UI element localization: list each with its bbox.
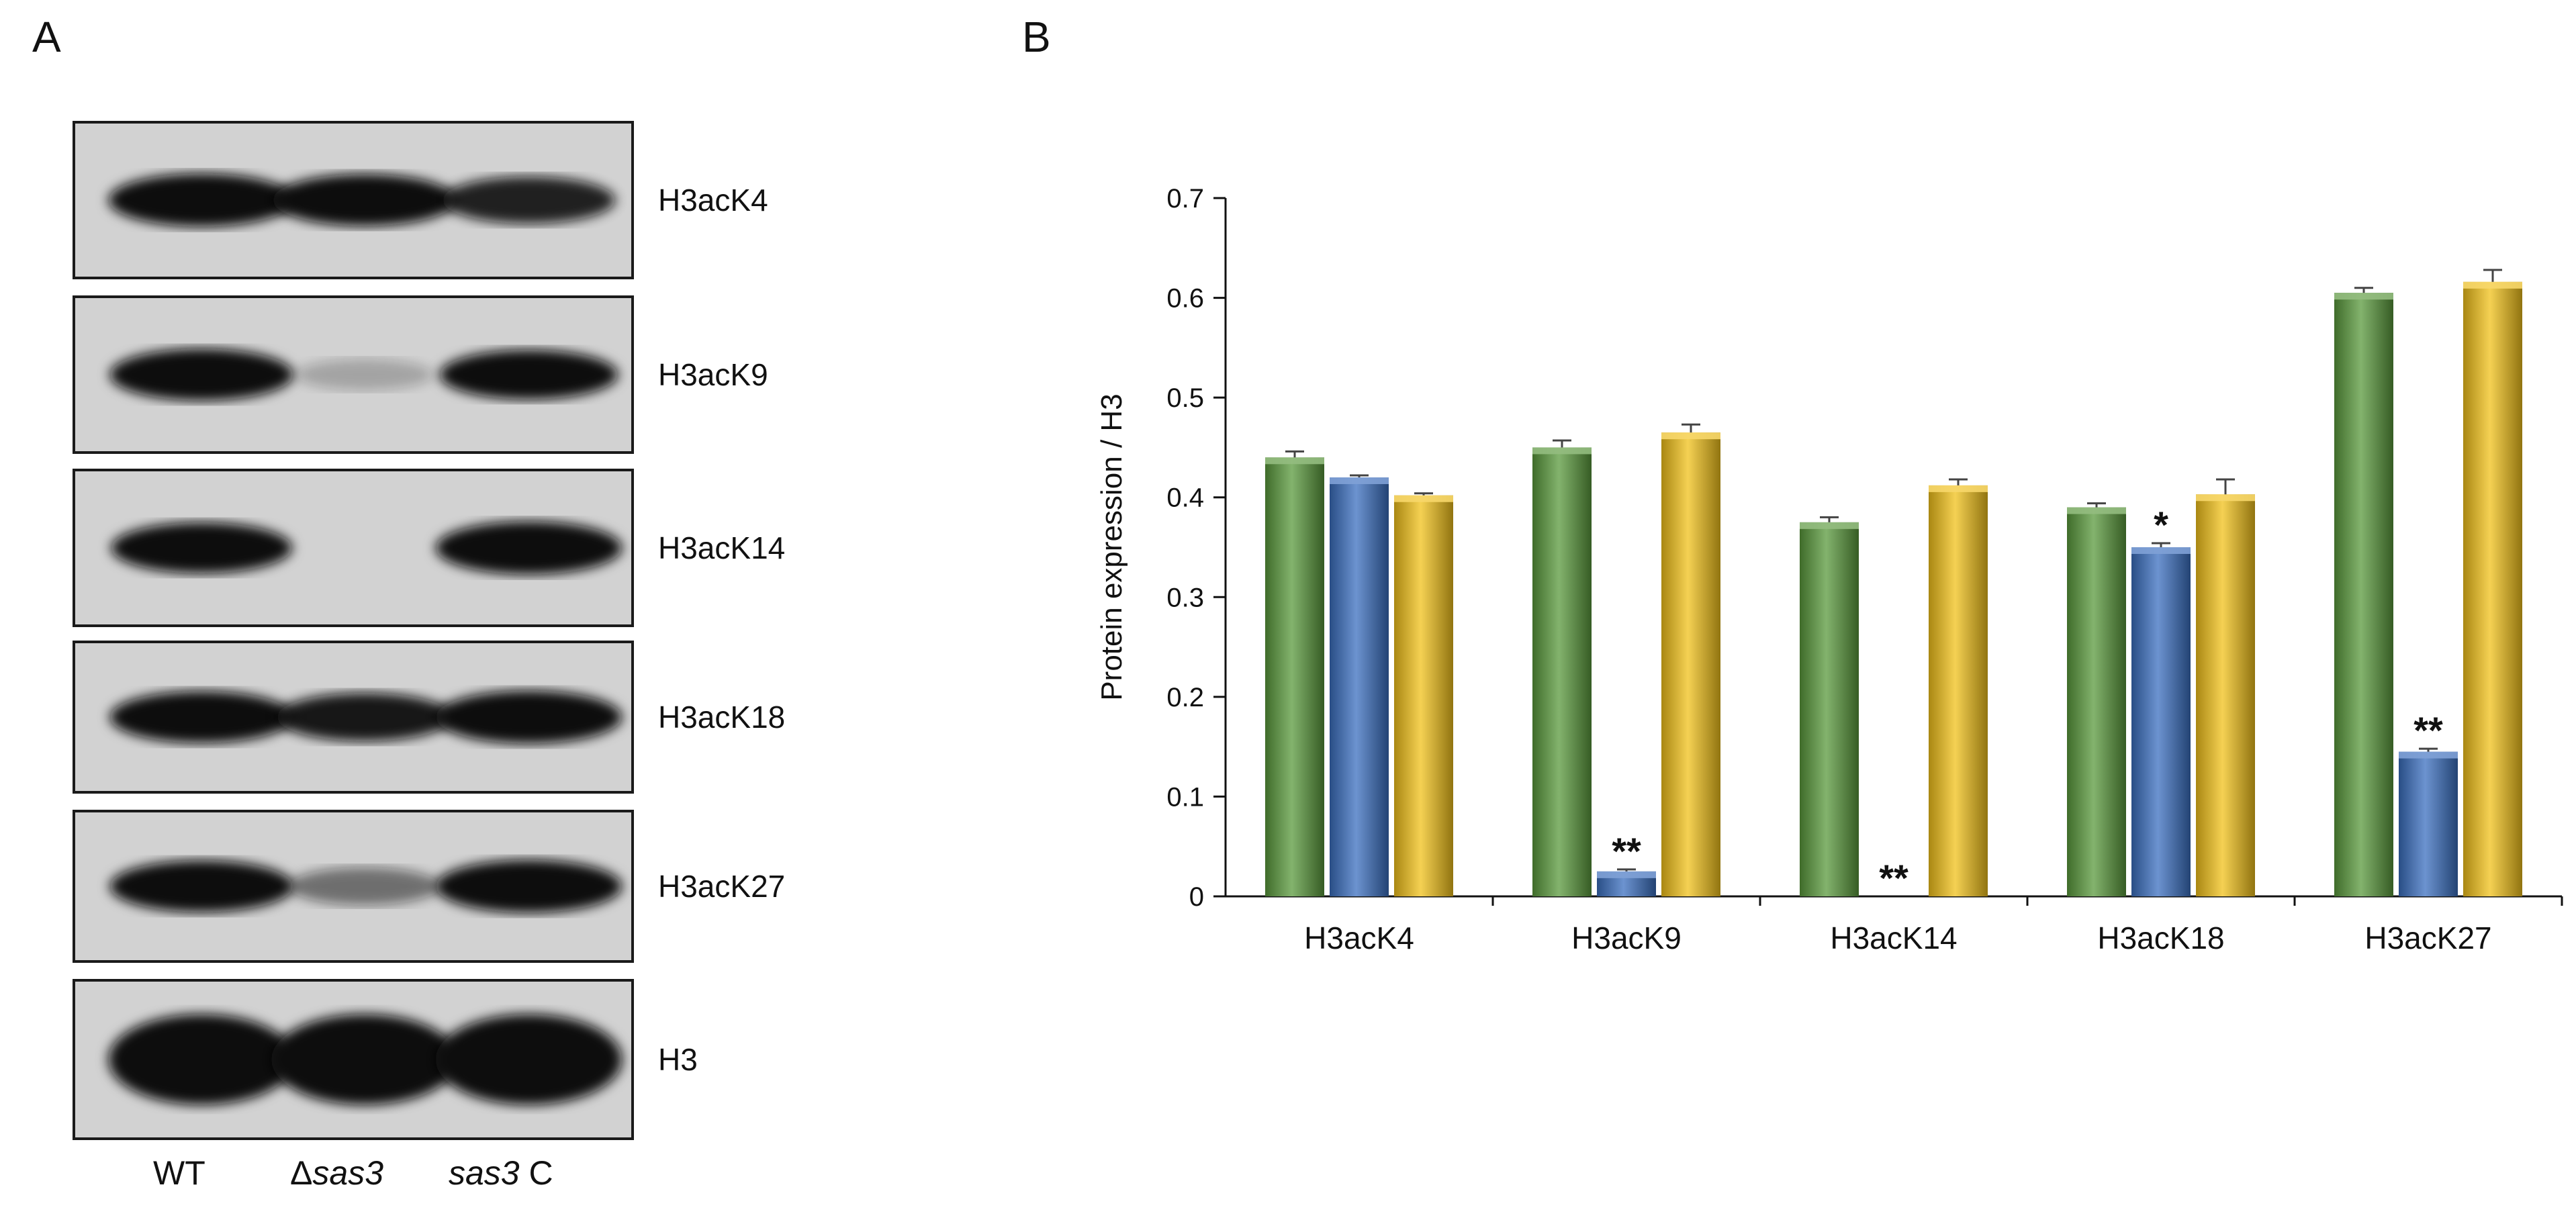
- bar-cap: [2334, 293, 2393, 300]
- bar: [1330, 477, 1389, 896]
- blot-row-h3ack18: [73, 641, 634, 794]
- bar: [1532, 447, 1592, 896]
- x-tick-label: H3acK14: [1830, 921, 1957, 955]
- blot-label: H3acK4: [658, 183, 768, 218]
- blot-band: [108, 173, 295, 227]
- blot-label: H3: [658, 1042, 698, 1077]
- bar-cap: [2399, 751, 2458, 759]
- blot-band: [109, 860, 293, 912]
- bar-cap: [2067, 507, 2126, 514]
- y-tick-label: 0.3: [1166, 583, 1204, 612]
- blot-label: H3acK18: [658, 700, 786, 735]
- bar-cap: [1661, 432, 1720, 440]
- bar: [2399, 751, 2458, 896]
- y-tick-label: 0.7: [1166, 184, 1204, 214]
- panel-b-letter: B: [1022, 13, 1051, 61]
- blot-row-h3ack14: [73, 469, 634, 627]
- x-tick-label: H3acK27: [2364, 921, 2491, 955]
- blot-row-h3ack4: [73, 121, 634, 279]
- panel-a-letter: A: [32, 13, 61, 61]
- bar: [1800, 522, 1859, 896]
- bar-chart: 0 0.1 0.2 0.3 0.4 0.5 0.6 0.7 Protein expression…: [1095, 184, 2563, 955]
- bar: [2131, 547, 2191, 896]
- blot-band: [435, 690, 623, 744]
- y-tick-label: 0.1: [1166, 782, 1204, 812]
- blot-band: [277, 692, 453, 742]
- bar: [1394, 495, 1453, 896]
- x-tick-label: H3acK18: [2097, 921, 2224, 955]
- bar-cap: [1394, 495, 1453, 502]
- blot-label: H3acK9: [658, 357, 768, 392]
- y-tick-label: 0.2: [1166, 683, 1204, 712]
- y-axis-title: Protein expression / H3: [1095, 393, 1128, 700]
- significance-marker: **: [1612, 830, 1641, 872]
- blot-band: [439, 350, 618, 399]
- blot-band: [273, 174, 457, 226]
- bar-cap: [1800, 522, 1859, 529]
- y-tick-label: 0.6: [1166, 284, 1204, 314]
- y-tick-label: 0.5: [1166, 383, 1204, 413]
- blot-row-h3ack27: [73, 810, 634, 963]
- significance-marker: **: [2413, 709, 2443, 751]
- blot-band: [288, 867, 441, 905]
- x-tick-label: H3acK4: [1304, 921, 1414, 955]
- bar-cap: [2463, 281, 2522, 289]
- bar-cap: [1929, 485, 1988, 492]
- significance-marker: *: [2154, 504, 2168, 546]
- significance-marker: **: [1879, 857, 1908, 899]
- blot-band: [295, 359, 434, 391]
- bar: [2463, 281, 2522, 896]
- blot-band: [109, 691, 293, 743]
- blot-band: [435, 521, 623, 575]
- blot-band: [442, 176, 616, 224]
- blot-row-h3ack9: [73, 295, 634, 454]
- lane-label: sas3 C: [449, 1154, 553, 1192]
- blot-band: [435, 1014, 623, 1105]
- blot-band: [108, 1014, 295, 1105]
- blot-row-h3: [73, 979, 634, 1140]
- y-tick-label: 0: [1189, 882, 1204, 912]
- bar-cap: [2131, 547, 2191, 554]
- blot-band: [271, 1014, 458, 1105]
- bar-cap: [2196, 494, 2255, 502]
- blot-band: [435, 859, 623, 913]
- bar: [2334, 293, 2393, 897]
- blot-label: H3acK27: [658, 869, 786, 904]
- x-tick-label: H3acK9: [1571, 921, 1682, 955]
- bar-cap: [1597, 871, 1656, 878]
- blot-band: [111, 522, 292, 573]
- bar: [2067, 507, 2126, 896]
- lane-label: Δsas3: [290, 1154, 384, 1192]
- bar: [1661, 432, 1720, 896]
- lane-label: WT: [153, 1154, 205, 1192]
- bar-cap: [1265, 457, 1324, 465]
- blot-band: [109, 348, 293, 401]
- bar-cap: [1330, 477, 1389, 484]
- bar: [1265, 457, 1324, 896]
- y-tick-label: 0.4: [1166, 483, 1204, 513]
- blot-label: H3acK14: [658, 530, 786, 565]
- bar: [1929, 485, 1988, 896]
- bar: [2196, 494, 2255, 896]
- bar-cap: [1532, 447, 1592, 455]
